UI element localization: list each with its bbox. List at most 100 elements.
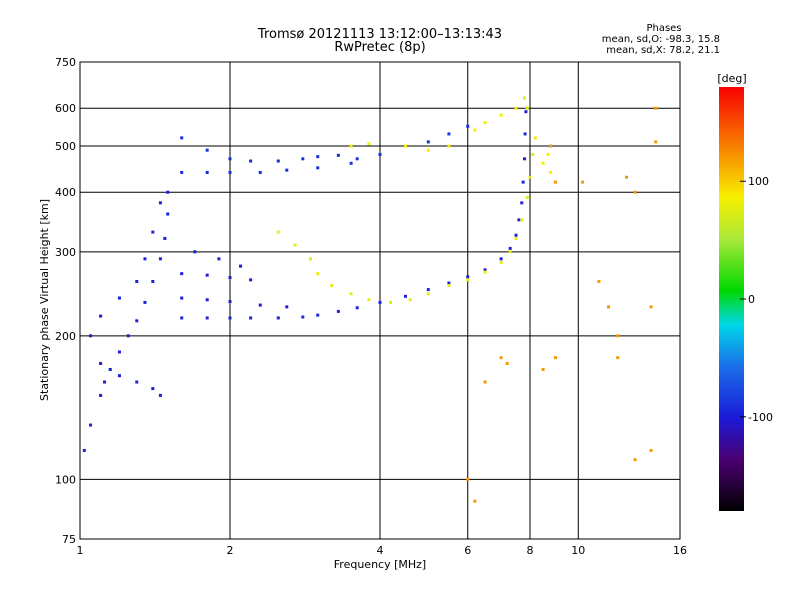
data-point — [546, 152, 550, 156]
data-point — [151, 279, 155, 283]
data-point — [239, 264, 243, 268]
data-point — [523, 157, 527, 161]
data-point — [473, 499, 477, 503]
data-point — [276, 316, 280, 320]
data-point — [517, 218, 521, 222]
data-point — [103, 380, 107, 384]
data-point — [117, 350, 121, 354]
x-tick-label: 6 — [464, 544, 471, 557]
data-point — [649, 448, 653, 452]
data-point — [426, 288, 430, 292]
data-point — [258, 303, 262, 307]
data-point — [525, 195, 529, 199]
data-point — [466, 278, 470, 282]
data-point — [228, 170, 232, 174]
y-tick-label: 600 — [55, 102, 76, 115]
y-tick-label: 200 — [55, 330, 76, 343]
data-point — [447, 281, 451, 285]
data-point — [158, 201, 162, 205]
data-points — [82, 96, 658, 503]
chart-title: Tromsø 20121113 13:12:00–13:13:43 — [257, 27, 502, 42]
data-point — [228, 316, 232, 320]
data-point — [483, 268, 487, 272]
data-point — [205, 170, 209, 174]
data-point — [205, 273, 209, 277]
stats-line-o: mean, sd,O: -98.3, 15.8 — [602, 34, 720, 45]
data-point — [523, 96, 527, 100]
data-point — [336, 309, 340, 313]
data-point — [447, 132, 451, 136]
data-point — [143, 257, 147, 261]
data-point — [193, 250, 197, 254]
data-point — [514, 233, 518, 237]
data-point — [151, 230, 155, 234]
y-tick-label: 750 — [55, 56, 76, 69]
data-point — [135, 319, 139, 323]
data-point — [355, 157, 359, 161]
data-point — [249, 278, 253, 282]
data-point — [301, 315, 305, 319]
data-point — [521, 180, 525, 184]
data-point — [447, 144, 451, 148]
y-tick-label: 400 — [55, 186, 76, 199]
colorbar-ticks: 100 0 -100 — [740, 175, 773, 424]
data-point — [180, 316, 184, 320]
data-point — [528, 175, 532, 179]
colorbar-label: [deg] — [717, 72, 746, 85]
colorbar-tick-label: -100 — [748, 411, 773, 424]
data-point — [180, 272, 184, 276]
data-point — [205, 298, 209, 302]
data-point — [466, 275, 470, 279]
data-point — [403, 294, 407, 298]
data-point — [367, 298, 371, 302]
data-point — [285, 305, 289, 309]
data-point — [89, 334, 93, 338]
data-point — [581, 180, 585, 184]
data-point — [597, 279, 601, 283]
data-point — [525, 106, 529, 110]
x-ticks: 1 2 4 6 8 10 16 — [77, 544, 688, 557]
data-point — [166, 190, 170, 194]
data-point — [523, 132, 527, 136]
data-point — [466, 477, 470, 481]
data-point — [541, 367, 545, 371]
data-point — [426, 292, 430, 296]
data-point — [217, 257, 221, 261]
chart-title-group: Tromsø 20121113 13:12:00–13:13:43 RwPret… — [257, 27, 502, 55]
y-tick-label: 100 — [55, 473, 76, 486]
data-point — [447, 283, 451, 287]
data-point — [499, 113, 503, 117]
stats-line-x: mean, sd,X: 78.2, 21.1 — [606, 45, 720, 56]
data-point — [483, 121, 487, 125]
data-point — [514, 106, 518, 110]
data-point — [316, 272, 320, 276]
data-point — [228, 276, 232, 280]
data-point — [426, 148, 430, 152]
data-point — [553, 180, 557, 184]
y-ticks: 75 100 200 300 400 500 600 750 — [55, 56, 76, 546]
data-point — [633, 190, 637, 194]
data-point — [180, 136, 184, 140]
y-tick-label: 500 — [55, 140, 76, 153]
data-point — [349, 292, 353, 296]
data-point — [520, 201, 524, 205]
data-point — [135, 279, 139, 283]
y-tick-label: 300 — [55, 246, 76, 259]
data-point — [205, 316, 209, 320]
data-point — [508, 250, 512, 254]
data-point — [330, 283, 334, 287]
data-point — [108, 367, 112, 371]
data-point — [180, 296, 184, 300]
data-point — [549, 144, 553, 148]
data-point — [378, 300, 382, 304]
data-point — [389, 300, 393, 304]
data-point — [616, 356, 620, 360]
data-point — [499, 260, 503, 264]
data-point — [553, 356, 557, 360]
data-point — [135, 380, 139, 384]
colorbar-tick-label: 0 — [748, 293, 755, 306]
data-point — [524, 110, 528, 114]
x-tick-label: 1 — [77, 544, 84, 557]
data-point — [158, 257, 162, 261]
